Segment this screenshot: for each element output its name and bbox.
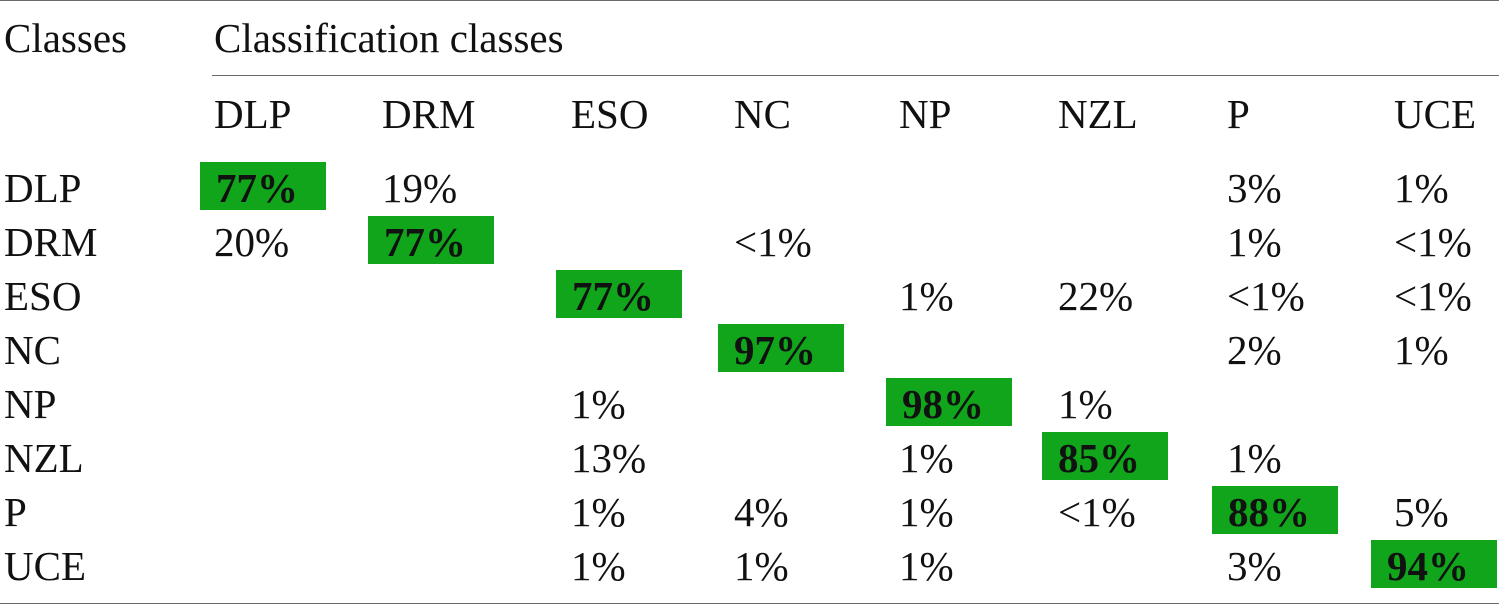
cell-uce-np: 1% bbox=[899, 543, 954, 589]
diagonal-cell-dlp: 77% bbox=[200, 162, 326, 210]
column-header-uce: UCE bbox=[1394, 91, 1476, 137]
row-header-title: Classes bbox=[4, 15, 127, 61]
diagonal-cell-drm: 77% bbox=[368, 216, 494, 264]
cell-np-eso: 1% bbox=[571, 381, 626, 427]
cell-eso-np: 1% bbox=[899, 273, 954, 319]
column-header-nzl: NZL bbox=[1058, 91, 1138, 137]
diagonal-cell-p: 88% bbox=[1212, 486, 1338, 534]
cell-drm-dlp: 20% bbox=[214, 219, 290, 265]
cell-eso-uce: <1% bbox=[1394, 273, 1472, 319]
cell-p-nc: 4% bbox=[734, 489, 789, 535]
row-label-np: NP bbox=[4, 381, 57, 427]
row-label-nzl: NZL bbox=[4, 435, 84, 481]
cell-nc-p: 2% bbox=[1227, 327, 1282, 373]
cell-p-uce: 5% bbox=[1394, 489, 1449, 535]
cell-dlp-p: 3% bbox=[1227, 165, 1282, 211]
row-label-nc: NC bbox=[4, 327, 61, 373]
diagonal-cell-nzl: 85% bbox=[1042, 432, 1168, 480]
cell-nc-uce: 1% bbox=[1394, 327, 1449, 373]
cell-p-np: 1% bbox=[899, 489, 954, 535]
row-label-eso: ESO bbox=[4, 273, 82, 319]
column-header-eso: ESO bbox=[571, 91, 649, 137]
diagonal-cell-nc: 97% bbox=[718, 324, 844, 372]
cell-dlp-uce: 1% bbox=[1394, 165, 1449, 211]
column-header-dlp: DLP bbox=[214, 91, 292, 137]
group-header-title: Classification classes bbox=[214, 15, 564, 61]
cell-dlp-drm: 19% bbox=[382, 165, 458, 211]
row-label-dlp: DLP bbox=[4, 165, 82, 211]
cell-nzl-np: 1% bbox=[899, 435, 954, 481]
cell-np-nzl: 1% bbox=[1058, 381, 1113, 427]
cell-drm-uce: <1% bbox=[1394, 219, 1472, 265]
table-bottom-rule bbox=[0, 603, 1499, 604]
row-label-drm: DRM bbox=[4, 219, 98, 265]
column-header-drm: DRM bbox=[382, 91, 476, 137]
diagonal-cell-np: 98% bbox=[886, 378, 1012, 426]
table-header-rule bbox=[212, 75, 1499, 76]
cell-drm-nc: <1% bbox=[734, 219, 812, 265]
cell-eso-p: <1% bbox=[1227, 273, 1305, 319]
diagonal-cell-eso: 77% bbox=[556, 270, 682, 318]
cell-eso-nzl: 22% bbox=[1058, 273, 1134, 319]
diagonal-cell-uce: 94% bbox=[1371, 540, 1497, 588]
column-header-np: NP bbox=[899, 91, 952, 137]
cell-p-eso: 1% bbox=[571, 489, 626, 535]
table-top-rule bbox=[0, 0, 1499, 1]
row-label-uce: UCE bbox=[4, 543, 86, 589]
cell-nzl-eso: 13% bbox=[571, 435, 647, 481]
cell-p-nzl: <1% bbox=[1058, 489, 1136, 535]
cell-uce-eso: 1% bbox=[571, 543, 626, 589]
cell-uce-nc: 1% bbox=[734, 543, 789, 589]
cell-nzl-p: 1% bbox=[1227, 435, 1282, 481]
cell-uce-p: 3% bbox=[1227, 543, 1282, 589]
column-header-nc: NC bbox=[734, 91, 791, 137]
column-header-p: P bbox=[1227, 91, 1250, 137]
row-label-p: P bbox=[4, 489, 27, 535]
cell-drm-p: 1% bbox=[1227, 219, 1282, 265]
